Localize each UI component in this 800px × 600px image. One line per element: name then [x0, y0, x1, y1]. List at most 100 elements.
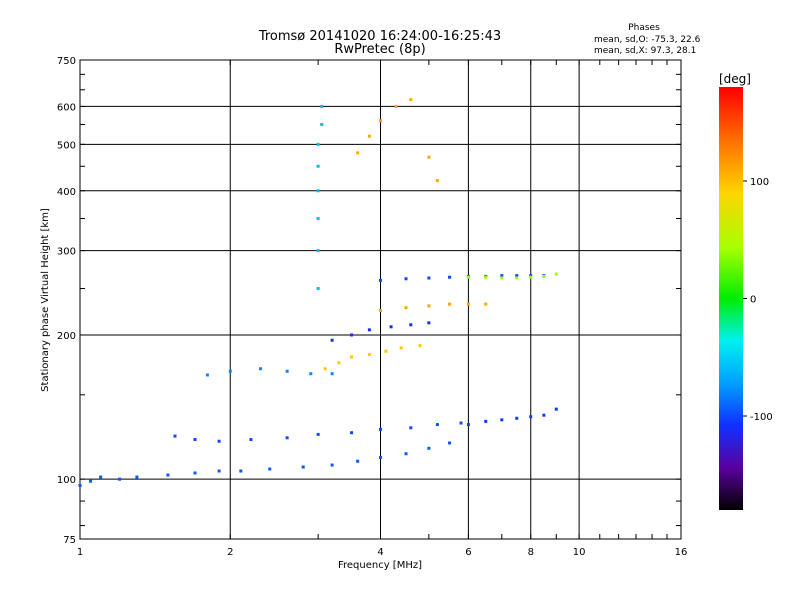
data-point — [379, 278, 382, 282]
data-point — [301, 465, 305, 469]
phases-line-o: mean, sd,O: -75.3, 22.6 — [594, 35, 701, 45]
x-tick-label: 4 — [377, 547, 383, 558]
y-tick-label: 750 — [57, 56, 76, 67]
data-point — [309, 372, 313, 376]
data-point — [367, 134, 371, 138]
data-point — [427, 446, 431, 450]
data-point — [316, 189, 320, 193]
data-point — [466, 302, 470, 306]
data-point — [337, 361, 341, 365]
colorbar-gradient — [719, 87, 743, 510]
data-point — [427, 304, 431, 308]
y-axis-ticks: 75 100 200 300 400 500 600 750 — [57, 56, 681, 546]
data-point — [239, 469, 243, 473]
data-point — [542, 274, 546, 278]
data-point — [466, 423, 470, 427]
chart-title: Tromsø 20141020 16:24:00-16:25:43 — [258, 29, 501, 44]
data-point — [316, 432, 320, 436]
data-point — [384, 349, 388, 353]
x-tick-label: 16 — [675, 547, 688, 558]
data-point — [404, 277, 408, 281]
data-point — [448, 275, 452, 279]
data-point — [217, 439, 221, 443]
data-point — [323, 367, 327, 371]
data-point — [399, 346, 403, 350]
y-tick-label: 200 — [57, 331, 76, 342]
data-point — [427, 276, 431, 280]
data-point — [529, 415, 533, 419]
data-points — [78, 98, 558, 487]
data-point — [448, 302, 452, 306]
data-point — [409, 323, 413, 327]
data-point — [435, 179, 439, 183]
data-point — [356, 459, 360, 463]
data-point — [404, 452, 408, 456]
data-point — [515, 416, 519, 420]
y-tick-label: 600 — [57, 102, 76, 113]
data-point — [554, 272, 558, 276]
grid — [80, 60, 681, 539]
data-point — [350, 355, 354, 359]
data-point — [316, 249, 320, 253]
data-point — [554, 407, 558, 411]
data-point — [529, 275, 533, 279]
data-point — [394, 104, 398, 108]
data-point — [118, 477, 122, 481]
chart-subtitle: RwPretec (8p) — [334, 42, 425, 57]
data-point — [379, 455, 382, 459]
data-point — [435, 423, 439, 427]
x-tick-label: 1 — [77, 547, 83, 558]
data-point — [330, 463, 334, 467]
data-point — [330, 372, 334, 376]
colorbar-tick-label: 0 — [750, 295, 756, 306]
data-point — [228, 369, 232, 373]
data-point — [320, 104, 324, 108]
colorbar: [deg] 100 0 -100 — [719, 72, 773, 510]
y-tick-label: 400 — [57, 187, 76, 198]
x-axis-label: Frequency [MHz] — [338, 560, 422, 571]
data-point — [515, 276, 519, 280]
data-point — [379, 427, 382, 431]
data-point — [529, 274, 533, 278]
data-point — [542, 413, 546, 417]
data-point — [249, 438, 253, 442]
y-tick-label: 100 — [57, 475, 76, 486]
data-point — [285, 369, 289, 373]
y-tick-label: 500 — [57, 140, 76, 151]
data-point — [379, 119, 382, 123]
colorbar-ticks: 100 0 -100 — [743, 177, 773, 423]
data-point — [459, 421, 463, 425]
y-tick-label: 300 — [57, 247, 76, 258]
x-tick-label: 10 — [573, 547, 586, 558]
colorbar-tick-label: -100 — [750, 412, 773, 423]
data-point — [484, 302, 488, 306]
data-point — [427, 321, 431, 325]
data-point — [166, 473, 170, 477]
data-point — [379, 308, 382, 312]
data-point — [367, 328, 371, 332]
data-point — [466, 275, 470, 279]
y-axis-label: Stationary phase Virtual Height [km] — [40, 208, 51, 392]
data-point — [367, 353, 371, 357]
data-point — [135, 475, 139, 479]
data-point — [409, 426, 413, 430]
data-point — [427, 155, 431, 159]
data-point — [316, 217, 320, 221]
data-point — [350, 333, 354, 337]
plot-area: 1 2 4 6 8 10 16 75 100 200 300 400 500 600 750 — [57, 56, 687, 558]
data-point — [500, 276, 504, 280]
data-point — [484, 275, 488, 279]
data-point — [409, 98, 413, 102]
data-point — [356, 151, 360, 155]
data-point — [193, 438, 197, 442]
data-point — [316, 142, 320, 146]
data-point — [259, 367, 263, 371]
data-point — [484, 419, 488, 423]
data-point — [268, 467, 272, 471]
phases-line-x: mean, sd,X: 97.3, 28.1 — [594, 46, 696, 56]
data-point — [173, 434, 177, 438]
data-point — [330, 338, 334, 342]
data-point — [89, 479, 93, 483]
y-tick-label: 75 — [63, 535, 76, 546]
